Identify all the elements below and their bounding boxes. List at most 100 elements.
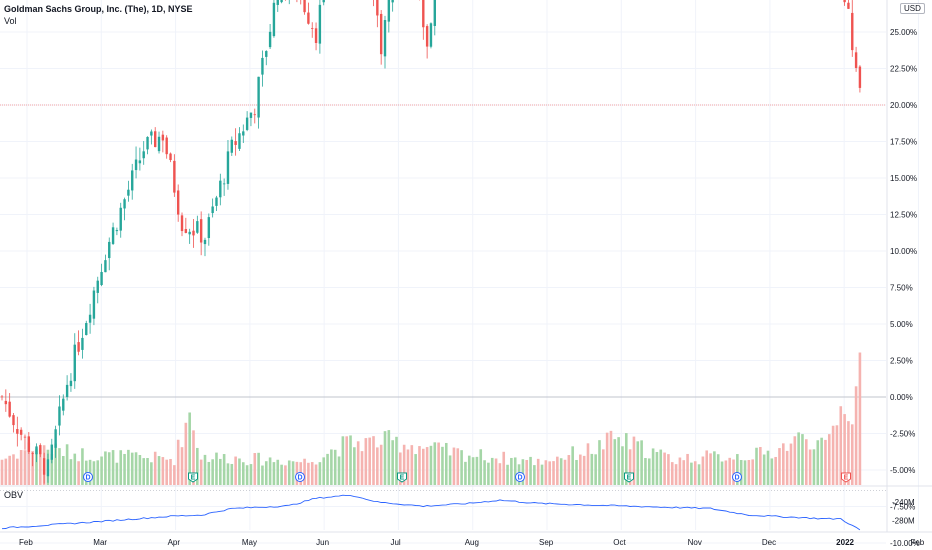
- volume-label[interactable]: Vol: [4, 16, 17, 26]
- volume-bar: [839, 406, 843, 485]
- candle-body: [376, 0, 379, 16]
- earnings-marker[interactable]: E: [624, 472, 634, 483]
- candle-body: [108, 241, 111, 259]
- volume-bar: [858, 352, 862, 485]
- volume-bar: [387, 430, 391, 485]
- volume-bar: [824, 439, 827, 485]
- volume-bar: [291, 461, 295, 485]
- volume-bar: [92, 461, 96, 485]
- volume-bar: [827, 434, 831, 485]
- volume-bar: [138, 455, 142, 485]
- symbol-title[interactable]: Goldman Sachs Group, Inc. (The), 1D, NYS…: [4, 4, 193, 14]
- candle-body: [429, 23, 433, 47]
- candle-body: [184, 229, 188, 233]
- candle-body: [379, 13, 383, 55]
- candle-body: [138, 160, 142, 164]
- axes: 52.50%50.00%47.50%45.00%42.50%40.00%37.5…: [19, 0, 925, 548]
- candle-body: [422, 0, 425, 28]
- volume-bar: [801, 434, 804, 485]
- volume-bar: [157, 456, 161, 485]
- volume-bar: [69, 459, 73, 485]
- volume-bar: [602, 449, 605, 485]
- price-tick-label: -10.00%: [890, 539, 920, 548]
- volume-bar: [464, 461, 467, 485]
- volume-bar: [510, 457, 513, 485]
- volume-bar: [12, 454, 15, 485]
- earnings-badge: [841, 472, 851, 483]
- candle-body: [81, 337, 84, 350]
- volume-bar: [609, 430, 613, 485]
- time-tick-label: Jun: [316, 538, 329, 547]
- volume-bar: [778, 448, 781, 485]
- candle-body: [265, 51, 268, 57]
- candle-body: [230, 139, 233, 153]
- candle-body: [12, 415, 15, 426]
- volume-bar: [406, 449, 410, 485]
- volume-bar: [345, 436, 348, 485]
- event-letter: D: [734, 475, 739, 482]
- volume-bar: [540, 464, 544, 485]
- candle-body: [73, 344, 76, 382]
- volume-bar: [452, 447, 456, 485]
- volume-bar: [150, 462, 153, 485]
- volume-bars: [0, 352, 862, 485]
- volume-bar: [31, 451, 34, 485]
- candle-body: [234, 141, 237, 145]
- volume-bar: [219, 458, 222, 485]
- candle-body: [219, 180, 222, 198]
- volume-bar: [720, 461, 724, 485]
- volume-bar: [73, 453, 77, 485]
- volume-bar: [690, 462, 693, 485]
- dividend-marker[interactable]: D: [295, 472, 305, 482]
- volume-bar: [81, 448, 84, 485]
- dividend-marker[interactable]: D: [732, 472, 742, 482]
- volume-bar: [556, 456, 559, 485]
- time-tick-label: 2022: [836, 538, 854, 547]
- event-letter: E: [400, 475, 405, 482]
- time-tick-label: Nov: [688, 538, 702, 547]
- candle-body: [253, 114, 256, 116]
- currency-badge[interactable]: USD: [900, 3, 925, 14]
- candle-body: [69, 380, 73, 387]
- volume-bar: [395, 436, 398, 485]
- volume-bar: [831, 425, 835, 485]
- volume-bar: [533, 465, 536, 485]
- candle-body: [150, 131, 153, 136]
- volume-bar: [127, 449, 130, 485]
- candle-body: [188, 231, 191, 235]
- earnings-marker[interactable]: E: [841, 472, 851, 483]
- time-tick-label: May: [242, 538, 257, 547]
- volume-bar: [264, 461, 268, 485]
- volume-bar: [498, 463, 502, 485]
- dividend-marker[interactable]: D: [515, 472, 525, 482]
- candle-body: [88, 314, 92, 323]
- volume-bar: [372, 436, 375, 485]
- volume-bar: [161, 457, 165, 485]
- candle-body: [119, 207, 122, 231]
- volume-bar: [399, 452, 402, 485]
- volume-bar: [701, 456, 705, 485]
- volume-bar: [793, 436, 797, 485]
- volume-bar: [429, 445, 433, 485]
- volume-bar: [203, 454, 207, 485]
- dividend-marker[interactable]: D: [83, 472, 93, 482]
- earnings-marker[interactable]: E: [397, 472, 407, 483]
- volume-bar: [567, 455, 571, 485]
- volume-bar: [19, 450, 23, 485]
- candle-body: [211, 206, 214, 214]
- chart-legend: Goldman Sachs Group, Inc. (The), 1D, NYS…: [4, 3, 193, 27]
- candle-body: [65, 384, 69, 398]
- volume-bar: [39, 448, 42, 485]
- volume-bar: [383, 431, 387, 485]
- volume-bar: [586, 443, 590, 485]
- obv-label[interactable]: OBV: [4, 490, 24, 500]
- candle-body: [127, 189, 130, 196]
- earnings-marker[interactable]: E: [188, 472, 198, 483]
- time-tick-label: Sep: [539, 538, 554, 547]
- volume-bar: [368, 437, 371, 485]
- time-tick-label: Jul: [390, 538, 400, 547]
- volume-bar: [418, 446, 421, 485]
- volume-bar: [119, 450, 123, 485]
